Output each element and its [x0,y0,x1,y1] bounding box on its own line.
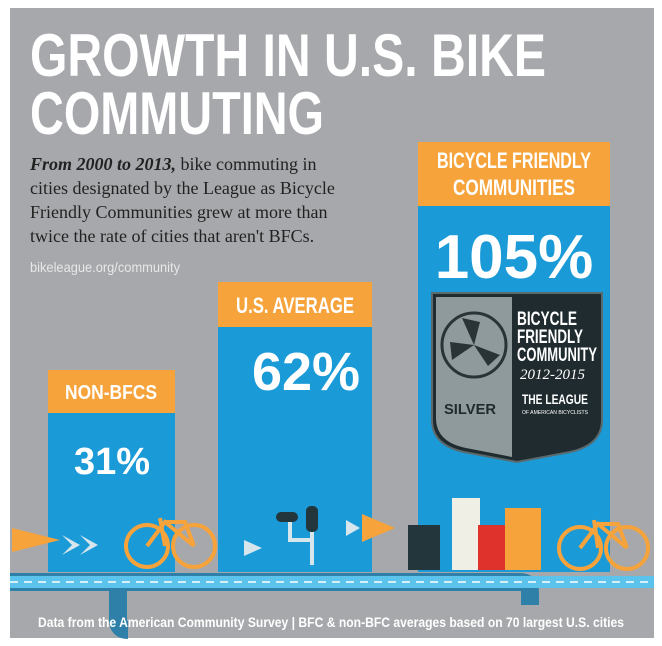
intro-line: Friendly Communities grew at more than [30,202,327,222]
column-value: 31% [74,441,150,483]
link: bikeleague.org/community [30,259,180,275]
column-label: COMMUNITIES [453,175,575,200]
intro-lead: From 2000 to 2013, [29,154,176,174]
badge-text: COMMUNITY [517,345,597,366]
intro-line: cities designated by the League as Bicyc… [30,178,335,198]
badge-org-sub: OF AMERICAN BICYCLISTS [522,410,589,416]
infographic: GROWTH IN U.S. BIKE COMMUTING From 2000 … [0,0,662,646]
column [48,412,175,572]
column-label: NON-BFCS [65,382,157,404]
footer: Data from the American Community Survey … [38,614,624,630]
badge-org: THE LEAGUE [522,391,588,407]
title-line: GROWTH IN U.S. BIKE [30,22,546,89]
badge: BICYCLE FRIENDLY COMMUNITY 2012-2015 SIL… [432,293,602,462]
badge-level: SILVER [444,401,496,418]
column-label: BICYCLE FRIENDLY [437,148,591,173]
intro-line: twice the rate of cities that aren't BFC… [30,226,314,246]
intro-text: bike commuting in [181,154,317,174]
column-value: 62% [252,342,360,402]
intro-line: From 2000 to 2013, bike commuting in [29,154,317,174]
title-line: COMMUTING [30,80,324,147]
badge-years: 2012-2015 [520,367,585,383]
column-label: U.S. AVERAGE [236,293,354,318]
column-value: 105% [435,223,594,292]
page: { "title_lines": ["GROWTH IN U.S. BIKE",… [0,0,662,646]
